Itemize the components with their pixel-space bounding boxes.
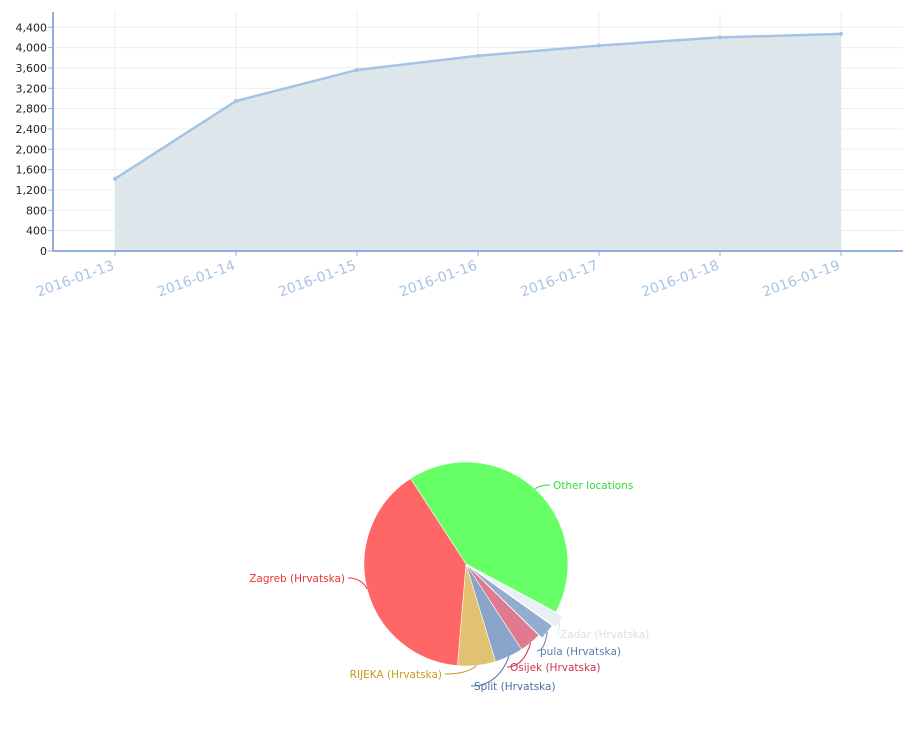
pie-labels: Other locations Zadar (Hrvatska) pula (Hrv…	[249, 480, 649, 693]
pie-slice	[363, 478, 467, 666]
pie-label-connector	[536, 631, 548, 652]
data-point	[234, 98, 238, 103]
pie-slice-label: Zagreb (Hrvatska)	[249, 573, 345, 585]
y-tick-label: 3,600	[16, 62, 48, 75]
pie-slice-label: RIJEKA (Hrvatska)	[350, 669, 442, 681]
pie-slice-label: pula (Hrvatska)	[540, 646, 621, 658]
y-tick-label: 800	[26, 204, 47, 217]
data-point	[355, 67, 359, 72]
y-tick-label: 4,000	[16, 42, 48, 55]
data-point	[718, 35, 722, 40]
pie-slice	[410, 461, 569, 613]
data-point	[113, 176, 117, 181]
y-tick-labels: 0 400 800 1,200 1,600 2,000 2,400 2,800 3,200 3,6…	[16, 21, 53, 258]
y-tick-label: 1,200	[16, 184, 48, 197]
y-tick-label: 4,400	[16, 21, 48, 34]
y-tick-label: 400	[26, 225, 47, 238]
y-tick-label: 2,000	[16, 143, 48, 156]
pie-label-connector	[534, 484, 551, 490]
y-tick-label: 2,800	[16, 103, 48, 116]
data-points	[113, 31, 843, 181]
pie-label-connector	[506, 642, 532, 668]
pie-slice-label: Split (Hrvatska)	[474, 681, 556, 693]
pie-label-connector	[470, 656, 510, 687]
data-point	[597, 43, 601, 48]
pie-slice-label: Osijek (Hrvatska)	[510, 662, 600, 674]
pie-slice	[468, 566, 553, 639]
pie-slice-label: Zadar (Hrvatska)	[560, 629, 649, 641]
area-chart: 0 400 800 1,200 1,600 2,000 2,400 2,800 3,200 3,6…	[16, 12, 903, 301]
pie-slice-label: Other locations	[553, 480, 633, 492]
pie-slices	[363, 461, 569, 667]
pie-slice	[472, 567, 564, 628]
pie-label-connector	[347, 577, 368, 590]
pie-label-connector	[444, 665, 477, 675]
y-tick-label: 1,600	[16, 164, 48, 177]
pie-label-connector	[556, 621, 560, 635]
y-tick-label: 3,200	[16, 82, 48, 95]
y-tick-label: 0	[40, 245, 47, 258]
area-fill	[115, 33, 841, 251]
data-point	[476, 53, 480, 58]
data-point	[839, 31, 843, 36]
y-tick-label: 2,400	[16, 123, 48, 136]
